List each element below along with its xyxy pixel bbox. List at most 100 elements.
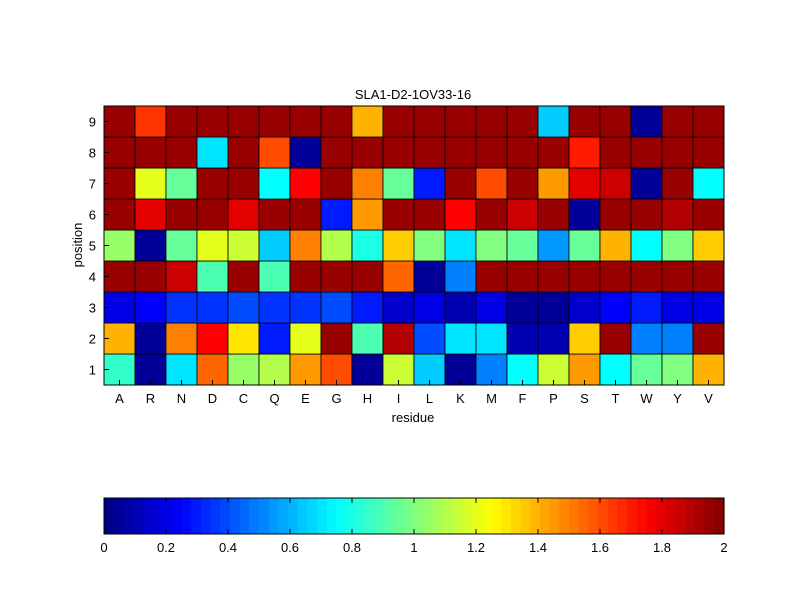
colorbar-segment [607, 498, 619, 534]
x-tick-label: P [549, 391, 558, 406]
colorbar-tick-label: 0 [100, 540, 107, 555]
heatmap-cell [289, 136, 322, 169]
colorbar-segment [656, 498, 667, 534]
heatmap-cell [475, 229, 508, 262]
colorbar-segment [355, 498, 367, 534]
heatmap-cell [537, 322, 570, 355]
colorbar-segment [394, 498, 405, 534]
colorbar-segment [569, 498, 580, 534]
heatmap-cell [258, 260, 291, 293]
heatmap-cell [444, 260, 477, 293]
heatmap-cell [320, 105, 353, 138]
heatmap-cell [289, 260, 322, 293]
colorbar-segment [336, 498, 347, 534]
colorbar-segment [578, 498, 589, 534]
colorbar-segment [384, 498, 396, 534]
x-tick-label: I [397, 391, 401, 406]
heatmap-cell [630, 322, 663, 355]
x-tick-label: N [177, 391, 186, 406]
colorbar-segment [142, 498, 154, 534]
heatmap-cell [506, 260, 539, 293]
heatmap-cell [134, 291, 167, 324]
heatmap-cell [227, 229, 260, 262]
colorbar-segment [104, 498, 115, 534]
heatmap-cell [258, 322, 291, 355]
colorbar-tick-label: 0.4 [219, 540, 237, 555]
heatmap-cell [289, 322, 322, 355]
x-axis-label: residue [392, 410, 435, 425]
heatmap-cell [537, 229, 570, 262]
colorbar-segment [520, 498, 531, 534]
heatmap-cell [196, 229, 229, 262]
heatmap-cell [506, 167, 539, 200]
heatmap-cell [196, 136, 229, 169]
heatmap-cell [692, 260, 725, 293]
heatmap-cell [692, 167, 725, 200]
heatmap-cell [382, 353, 415, 386]
heatmap-cell [630, 198, 663, 231]
heatmap-cell [382, 167, 415, 200]
heatmap-cell [568, 198, 601, 231]
y-tick-label: 3 [89, 301, 96, 316]
heatmap-cell [506, 136, 539, 169]
heatmap-cell [382, 291, 415, 324]
heatmap-cell [661, 229, 694, 262]
heatmap-cell [258, 167, 291, 200]
heatmap-cell [103, 260, 136, 293]
colorbar-segment [539, 498, 551, 534]
heatmap-cell [351, 136, 384, 169]
heatmap-cell [134, 353, 167, 386]
heatmap-cell [165, 105, 198, 138]
colorbar-segment [549, 498, 560, 534]
heatmap-cells [103, 105, 725, 386]
heatmap-cell [537, 291, 570, 324]
colorbar-segment [685, 498, 696, 534]
colorbar-segment [491, 498, 502, 534]
heatmap-cell [692, 353, 725, 386]
y-tick-label: 1 [89, 363, 96, 378]
colorbar-segment [665, 498, 677, 534]
colorbar-segment [239, 498, 250, 534]
heatmap-cell [506, 105, 539, 138]
heatmap-cell [382, 322, 415, 355]
colorbar-segment [481, 498, 493, 534]
colorbar-segment [598, 498, 609, 534]
heatmap-cell [134, 167, 167, 200]
heatmap-cell [413, 136, 446, 169]
heatmap-cell [103, 198, 136, 231]
heatmap-cell [692, 322, 725, 355]
heatmap-cell [599, 260, 632, 293]
heatmap-cell [444, 229, 477, 262]
heatmap-cell [661, 136, 694, 169]
colorbar-segment [123, 498, 134, 534]
x-tick-label: A [115, 391, 124, 406]
heatmap-cell [599, 353, 632, 386]
x-tick-label: E [301, 391, 310, 406]
heatmap-cell [351, 260, 384, 293]
heatmap-cell [165, 167, 198, 200]
heatmap-cell [568, 167, 601, 200]
heatmap-cell [506, 291, 539, 324]
x-tick-label: C [239, 391, 248, 406]
heatmap-cell [320, 198, 353, 231]
colorbar-segment [375, 498, 386, 534]
heatmap-cell [351, 105, 384, 138]
heatmap-cell [413, 198, 446, 231]
heatmap-cell [568, 136, 601, 169]
y-tick-label: 4 [89, 270, 96, 285]
heatmap-cell [320, 353, 353, 386]
colorbar-segment [229, 498, 241, 534]
heatmap-cell [351, 322, 384, 355]
colorbar-segment [162, 498, 173, 534]
colorbar-tick-label: 1 [410, 540, 417, 555]
y-tick-label: 6 [89, 208, 96, 223]
heatmap-cell [599, 105, 632, 138]
colorbar-segment [559, 498, 570, 534]
colorbar-segment [636, 498, 648, 534]
heatmap-cell [227, 105, 260, 138]
heatmap-cell [506, 322, 539, 355]
heatmap-cell [320, 167, 353, 200]
heatmap-cell [196, 291, 229, 324]
